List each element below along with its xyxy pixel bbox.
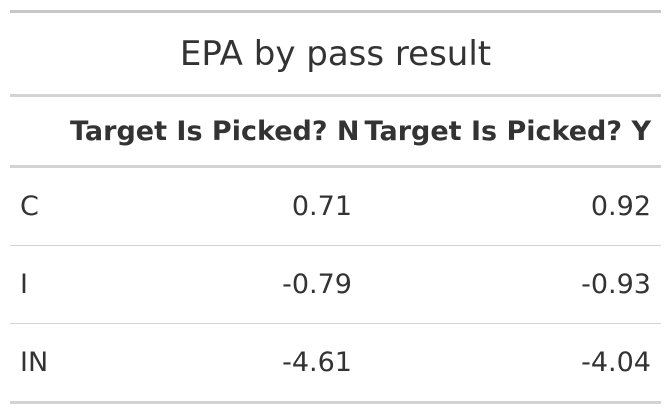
row-label: I [20, 269, 28, 300]
cell-picked-y: -0.93 [581, 269, 651, 300]
title-divider [10, 94, 661, 97]
epa-table: EPA by pass result Target Is Picked? N T… [10, 10, 661, 404]
column-header-row: Target Is Picked? N Target Is Picked? Y [10, 97, 661, 165]
row-label: C [20, 191, 39, 222]
table-row: I -0.79 -0.93 [10, 246, 661, 324]
table-row: C 0.71 0.92 [10, 168, 661, 246]
header-divider [10, 165, 661, 168]
cell-picked-y: -4.04 [581, 347, 651, 378]
cell-picked-y: 0.92 [590, 191, 651, 222]
row-label: IN [20, 347, 49, 378]
cell-picked-n: -4.61 [282, 347, 352, 378]
table-title: EPA by pass result [179, 33, 492, 74]
table-row: IN -4.61 -4.04 [10, 324, 661, 404]
cell-picked-n: -0.79 [282, 269, 352, 300]
table-top-rule [10, 10, 661, 13]
column-header-picked-y: Target Is Picked? Y [364, 115, 651, 147]
cell-picked-n: 0.71 [291, 191, 352, 222]
column-header-picked-n: Target Is Picked? N [70, 115, 360, 147]
